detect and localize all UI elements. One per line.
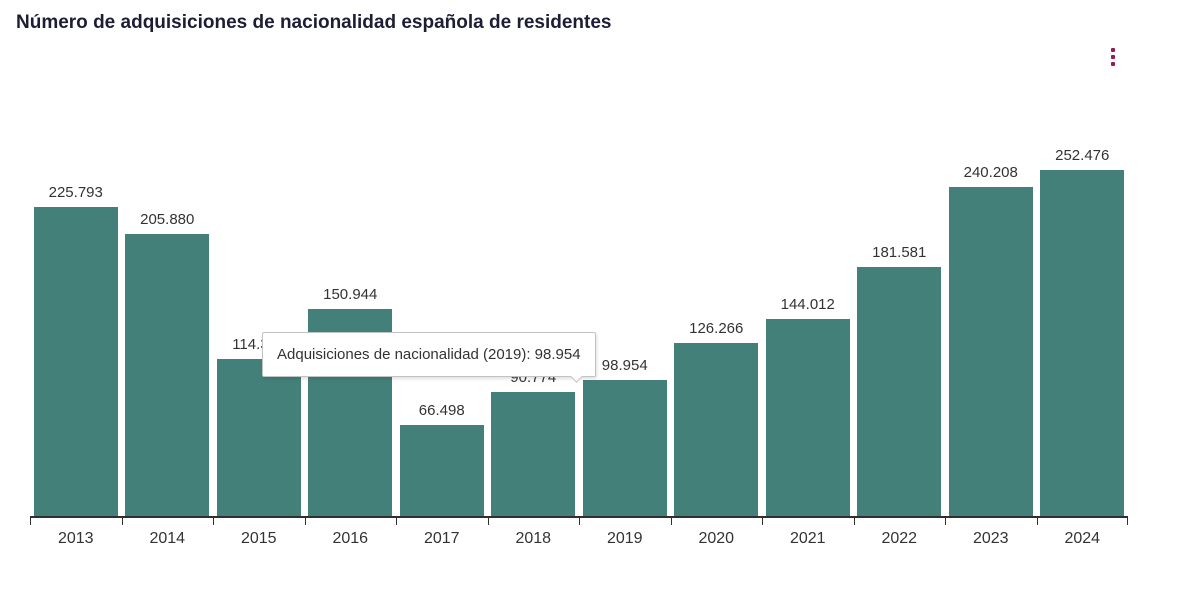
bar-slot-2015: 114.351 (213, 100, 305, 516)
context-menu-button[interactable] (1104, 44, 1122, 70)
bar-slot-2024: 252.476 (1037, 100, 1129, 516)
bar-2017[interactable] (399, 425, 484, 516)
bar-slot-2017: 66.498 (396, 100, 488, 516)
x-axis-tick (487, 518, 489, 525)
x-axis-label-2018: 2018 (515, 530, 552, 547)
bar-2024[interactable] (1040, 170, 1125, 516)
x-axis-tick (304, 518, 306, 525)
x-axis-tick (396, 518, 397, 525)
x-axis-label-2013: 2013 (57, 530, 94, 547)
tooltip: Adquisiciones de nacionalidad (2019): 98… (262, 332, 596, 383)
bar-slot-2019: 98.954 (579, 100, 671, 516)
x-axis-tick (762, 518, 763, 525)
kebab-menu-icon (1111, 55, 1115, 59)
bar-2018[interactable] (491, 392, 576, 516)
bar-value-label-2020: 126.266 (689, 320, 744, 337)
bar-value-label-2023: 240.208 (963, 164, 1018, 181)
bar-slot-2023: 240.208 (945, 100, 1037, 516)
x-axis-tick (213, 518, 214, 525)
x-axis-label-2016: 2016 (332, 530, 369, 547)
x-axis-label-2019: 2019 (606, 530, 643, 547)
x-axis-labels: 2013 2014 2015 2016 2017 2018 2019 2020 2021 2022… (30, 530, 1128, 548)
bar-2021[interactable] (765, 319, 850, 516)
x-axis-label-2014: 2014 (149, 530, 186, 547)
x-axis-tick (121, 518, 123, 525)
bar-value-label-2017: 66.498 (418, 402, 465, 419)
x-axis-tick (1127, 518, 1128, 525)
plot-area: 225.793 205.880 114.351 150.944 66.498 90.774… (30, 100, 1128, 525)
bar-value-label-2016: 150.944 (323, 286, 378, 303)
x-axis-label-2023: 2023 (972, 530, 1009, 547)
bar-value-label-2022: 181.581 (872, 244, 927, 261)
bar-2014[interactable] (125, 234, 210, 516)
x-axis-label-2021: 2021 (789, 530, 826, 547)
bar-2020[interactable] (674, 343, 759, 516)
kebab-menu-icon (1111, 62, 1115, 66)
x-axis-tick (579, 518, 580, 525)
x-axis-label-2015: 2015 (240, 530, 277, 547)
chart-title: Número de adquisiciones de nacionalidad … (16, 12, 612, 33)
bar-2015[interactable] (216, 359, 301, 516)
bar-value-label-2021: 144.012 (780, 296, 835, 313)
bar-slot-2013: 225.793 (30, 100, 122, 516)
x-axis-tick (1036, 518, 1038, 525)
x-axis-label-2022: 2022 (881, 530, 918, 547)
x-axis-tick (853, 518, 855, 525)
bar-value-label-2024: 252.476 (1055, 147, 1110, 164)
x-axis-tick (670, 518, 672, 525)
x-axis-label-2024: 2024 (1064, 530, 1101, 547)
bar-2022[interactable] (857, 267, 942, 516)
bar-slot-2022: 181.581 (854, 100, 946, 516)
bar-2019[interactable] (582, 380, 667, 516)
kebab-menu-icon (1111, 48, 1115, 52)
bar-series: 225.793 205.880 114.351 150.944 66.498 90.774… (30, 100, 1128, 516)
bar-slot-2014: 205.880 (122, 100, 214, 516)
x-axis-label-2020: 2020 (698, 530, 735, 547)
x-axis-tick (945, 518, 946, 525)
x-axis-tick (30, 518, 31, 525)
bar-slot-2018: 90.774 (488, 100, 580, 516)
bar-value-label-2013: 225.793 (48, 184, 103, 201)
bar-value-label-2014: 205.880 (140, 211, 195, 228)
x-axis-ticks (30, 518, 1128, 525)
bar-slot-2021: 144.012 (762, 100, 854, 516)
bar-slot-2020: 126.266 (671, 100, 763, 516)
tooltip-text: Adquisiciones de nacionalidad (2019): 98… (277, 346, 581, 363)
bar-value-label-2019: 98.954 (601, 357, 648, 374)
bar-2023[interactable] (948, 187, 1033, 516)
x-axis-label-2017: 2017 (423, 530, 460, 547)
bar-slot-2016: 150.944 (305, 100, 397, 516)
bar-2013[interactable] (33, 207, 118, 516)
